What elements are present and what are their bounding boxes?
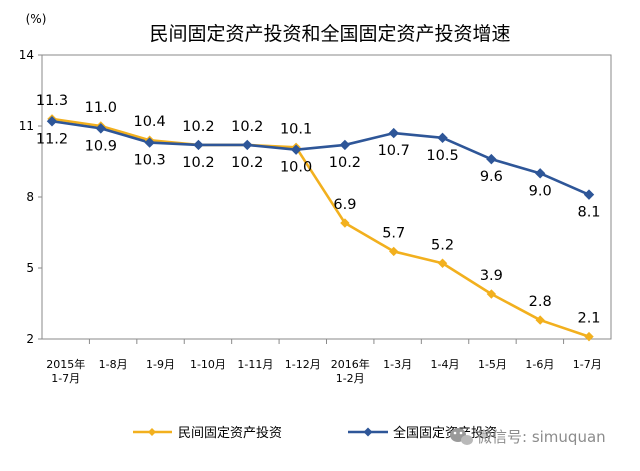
data-point-national-investment <box>46 116 58 127</box>
x-tick-label: 2015年 <box>46 357 85 371</box>
watermark: 微信号: simuquan <box>450 428 606 446</box>
x-tick-label: 1-9月 <box>146 358 175 371</box>
data-label-private-investment: 11.3 <box>36 93 68 109</box>
data-label-private-investment: 6.9 <box>333 197 356 213</box>
y-tick-label: 2 <box>26 332 34 346</box>
x-tick-label: 1-11月 <box>237 358 273 371</box>
y-tick-label: 8 <box>26 190 34 204</box>
data-point-private-investment <box>535 315 545 325</box>
data-label-national-investment: 10.7 <box>378 143 410 159</box>
data-point-national-investment <box>290 144 302 155</box>
legend-marker-private-investment <box>148 428 156 436</box>
y-tick-label: 5 <box>26 261 34 275</box>
y-tick-label: 11 <box>19 119 34 133</box>
x-tick-label: 1-8月 <box>99 358 128 371</box>
chart-title: 民间固定资产投资和全国固定资产投资增速 <box>149 23 510 45</box>
x-tick-label: 1-12月 <box>285 358 321 371</box>
data-label-national-investment: 10.2 <box>231 155 263 171</box>
wechat-logo-icon <box>450 428 473 445</box>
x-tick-label: 1-7月 <box>573 358 602 371</box>
data-point-private-investment <box>340 218 350 228</box>
y-axis-unit-label: (%) <box>26 12 47 26</box>
data-label-national-investment: 9.0 <box>529 183 552 199</box>
data-point-national-investment <box>339 139 351 151</box>
data-label-national-investment: 11.2 <box>36 131 68 147</box>
data-label-private-investment: 5.2 <box>431 237 454 253</box>
data-label-national-investment: 10.2 <box>182 155 214 171</box>
data-label-national-investment: 10.2 <box>329 155 361 171</box>
data-label-national-investment: 10.0 <box>280 160 312 176</box>
data-point-national-investment <box>193 139 204 151</box>
data-label-national-investment: 10.5 <box>426 148 458 164</box>
y-tick-label: 14 <box>19 48 34 62</box>
series-line-private-investment <box>51 117 590 338</box>
data-point-national-investment <box>95 123 107 134</box>
series-line-national-investment <box>51 119 590 196</box>
x-tick-label: 1-5月 <box>478 358 507 371</box>
data-label-private-investment: 2.8 <box>529 294 552 310</box>
data-label-private-investment: 2.1 <box>577 311 600 327</box>
data-label-national-investment: 10.9 <box>85 138 117 154</box>
data-label-private-investment: 10.4 <box>133 114 165 130</box>
data-point-national-investment <box>583 189 595 200</box>
data-point-private-investment <box>437 258 448 268</box>
data-label-national-investment: 9.6 <box>480 169 503 185</box>
data-label-private-investment: 10.2 <box>231 119 263 135</box>
watermark-text: 微信号: simuquan <box>477 428 606 446</box>
x-tick-label: 1-10月 <box>190 358 226 371</box>
data-point-national-investment <box>437 132 448 144</box>
legend-marker-national-investment <box>363 427 373 437</box>
data-point-national-investment <box>144 137 155 148</box>
x-tick-label: 1-4月 <box>431 358 460 371</box>
x-tick-label: 1-6月 <box>525 358 554 371</box>
x-tick-label: 2016年 <box>331 357 370 371</box>
data-point-national-investment <box>486 153 497 165</box>
data-point-private-investment <box>389 246 399 257</box>
data-point-national-investment <box>388 127 399 139</box>
data-label-private-investment: 11.0 <box>85 100 117 116</box>
data-label-private-investment: 3.9 <box>480 268 503 284</box>
x-tick-label: 1-7月 <box>51 372 80 385</box>
data-label-national-investment: 8.1 <box>577 205 600 221</box>
data-label-private-investment: 10.2 <box>182 119 214 135</box>
data-label-private-investment: 10.1 <box>280 121 312 137</box>
data-point-national-investment <box>242 139 253 151</box>
data-label-private-investment: 5.7 <box>382 225 405 241</box>
legend-label-private-investment: 民间固定资产投资 <box>178 425 282 441</box>
data-point-private-investment <box>584 331 594 342</box>
x-tick-label: 1-3月 <box>383 358 412 371</box>
data-label-national-investment: 10.3 <box>133 153 165 169</box>
data-point-national-investment <box>534 168 546 179</box>
data-point-private-investment <box>486 289 497 299</box>
x-tick-label: 1-2月 <box>336 372 365 385</box>
